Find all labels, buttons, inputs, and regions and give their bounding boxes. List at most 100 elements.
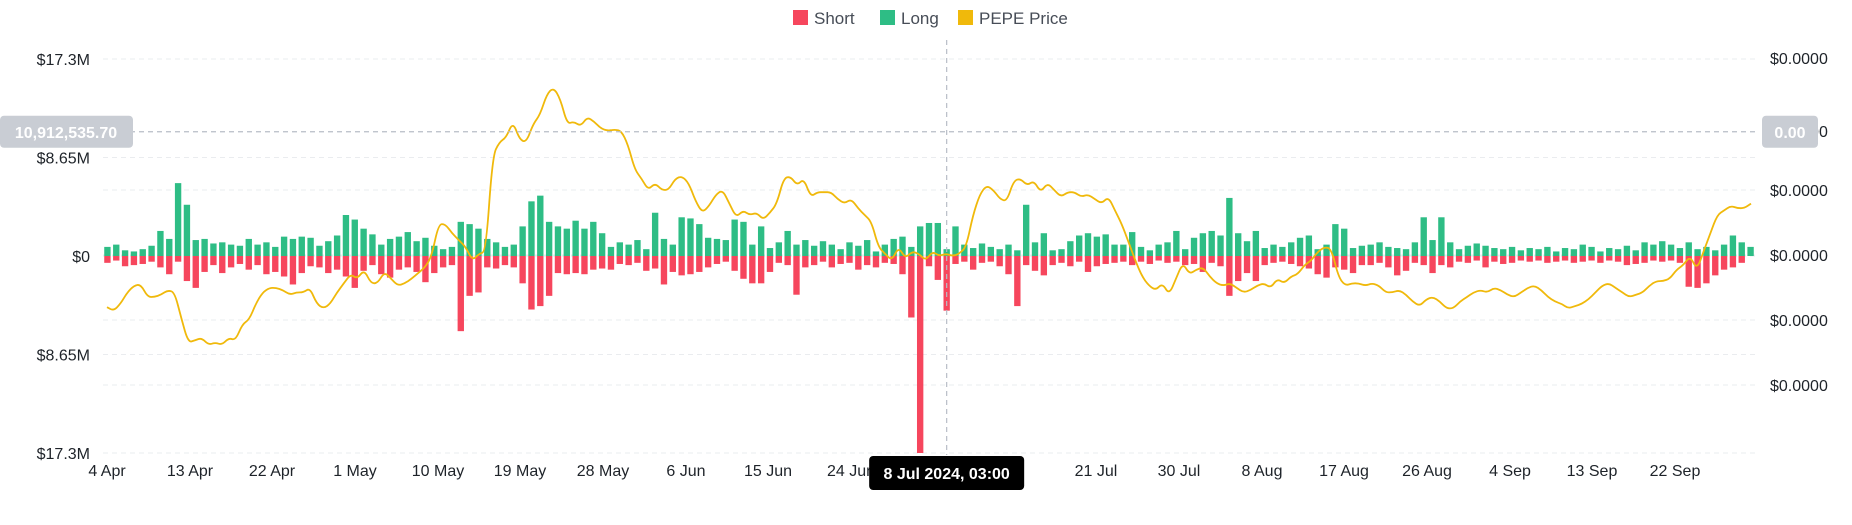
long-bar[interactable] <box>1164 242 1171 256</box>
short-bar[interactable] <box>148 256 155 262</box>
long-bar[interactable] <box>978 243 986 256</box>
long-bar[interactable] <box>1367 244 1374 256</box>
short-bar[interactable] <box>466 256 473 296</box>
short-bar[interactable] <box>1058 256 1065 263</box>
short-bar[interactable] <box>1243 256 1251 274</box>
short-bar[interactable] <box>1137 256 1145 262</box>
long-bar[interactable] <box>342 215 350 256</box>
long-bar[interactable] <box>678 217 685 256</box>
short-bar[interactable] <box>325 256 332 274</box>
short-bar[interactable] <box>1641 256 1648 263</box>
short-bar[interactable] <box>687 256 694 275</box>
long-bar[interactable] <box>1491 248 1498 256</box>
short-bar[interactable] <box>342 256 350 277</box>
long-bar[interactable] <box>1323 244 1330 256</box>
short-bar[interactable] <box>1014 256 1021 307</box>
long-bar[interactable] <box>157 230 164 256</box>
short-bar[interactable] <box>899 256 906 275</box>
long-bar[interactable] <box>1182 249 1189 256</box>
long-bar[interactable] <box>245 238 252 256</box>
long-bar[interactable] <box>1270 244 1277 256</box>
long-bar[interactable] <box>413 241 420 256</box>
long-bar[interactable] <box>1005 244 1012 256</box>
short-bar[interactable] <box>987 256 995 262</box>
long-bar[interactable] <box>1129 232 1136 256</box>
long-bar[interactable] <box>634 240 641 256</box>
long-bar[interactable] <box>528 201 535 256</box>
short-bar[interactable] <box>1040 256 1048 276</box>
short-bar[interactable] <box>1235 256 1242 282</box>
short-bar[interactable] <box>572 256 579 274</box>
long-bar[interactable] <box>961 244 968 256</box>
long-bar[interactable] <box>1694 249 1701 256</box>
long-bar[interactable] <box>325 241 332 256</box>
short-bar[interactable] <box>422 256 429 283</box>
short-bar[interactable] <box>1588 256 1595 261</box>
short-bar[interactable] <box>130 256 138 266</box>
long-bar[interactable] <box>333 235 341 256</box>
short-bar[interactable] <box>1703 256 1710 284</box>
long-bar[interactable] <box>643 249 650 256</box>
long-bar[interactable] <box>1553 251 1560 256</box>
short-bar[interactable] <box>439 256 447 268</box>
long-bar[interactable] <box>1570 249 1578 256</box>
short-bar[interactable] <box>272 256 279 272</box>
short-bar[interactable] <box>819 256 827 262</box>
short-bar[interactable] <box>448 256 456 266</box>
short-bar[interactable] <box>192 256 199 288</box>
short-bar[interactable] <box>1261 256 1268 266</box>
long-bar[interactable] <box>1535 249 1542 256</box>
short-bar[interactable] <box>1164 256 1171 263</box>
short-bar[interactable] <box>1667 256 1675 261</box>
short-bar[interactable] <box>1323 256 1330 278</box>
short-bar[interactable] <box>395 256 403 270</box>
short-bar[interactable] <box>1482 256 1489 268</box>
short-bar[interactable] <box>298 256 305 274</box>
short-bar[interactable] <box>1738 256 1745 263</box>
long-bar[interactable] <box>802 240 809 256</box>
long-bar[interactable] <box>916 226 924 256</box>
short-bar[interactable] <box>236 256 244 264</box>
long-bar[interactable] <box>113 244 120 256</box>
long-bar[interactable] <box>1199 233 1207 256</box>
long-bar[interactable] <box>696 224 703 256</box>
legend-item-long[interactable]: Long <box>880 9 939 28</box>
short-bar[interactable] <box>766 256 774 272</box>
short-bar[interactable] <box>916 256 924 453</box>
long-bar[interactable] <box>872 251 880 256</box>
long-bar[interactable] <box>307 237 314 256</box>
short-bar[interactable] <box>961 256 968 262</box>
short-bar[interactable] <box>757 256 765 284</box>
short-bar[interactable] <box>643 256 650 271</box>
long-bar[interactable] <box>1597 251 1604 256</box>
long-bar[interactable] <box>1022 204 1030 256</box>
long-bar[interactable] <box>863 240 871 256</box>
long-bar[interactable] <box>148 245 155 256</box>
long-bar[interactable] <box>1641 242 1648 256</box>
long-bar[interactable] <box>1606 248 1613 256</box>
long-bar[interactable] <box>1508 246 1516 256</box>
short-bar[interactable] <box>501 256 509 266</box>
short-bar[interactable] <box>1544 256 1551 263</box>
long-bar[interactable] <box>1738 242 1745 256</box>
long-bar[interactable] <box>855 245 862 256</box>
short-bar[interactable] <box>1508 256 1516 263</box>
long-bar[interactable] <box>1349 248 1357 256</box>
long-bar[interactable] <box>1473 243 1480 256</box>
short-bar[interactable] <box>634 256 641 263</box>
long-bar[interactable] <box>378 244 385 256</box>
short-bar[interactable] <box>492 256 500 269</box>
long-bar[interactable] <box>810 245 818 256</box>
long-bar[interactable] <box>404 232 411 256</box>
short-bar[interactable] <box>660 256 668 285</box>
short-bar[interactable] <box>139 256 146 264</box>
short-bar[interactable] <box>678 256 685 276</box>
long-bar[interactable] <box>722 240 729 256</box>
long-bar[interactable] <box>607 246 615 256</box>
short-bar[interactable] <box>378 256 385 275</box>
short-bar[interactable] <box>731 256 738 271</box>
short-bar[interactable] <box>528 256 535 310</box>
long-bar[interactable] <box>457 221 464 256</box>
short-bar[interactable] <box>978 256 986 263</box>
short-bar[interactable] <box>254 256 261 266</box>
